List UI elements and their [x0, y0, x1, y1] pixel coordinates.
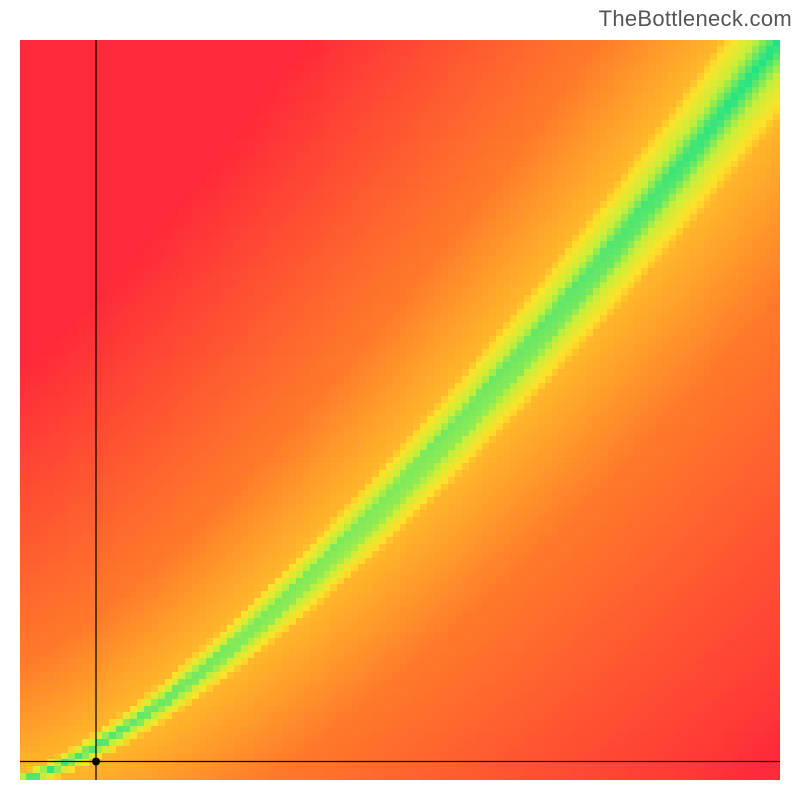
watermark: TheBottleneck.com: [599, 6, 792, 32]
plot-area: [20, 40, 780, 780]
heatmap-canvas: [20, 40, 780, 780]
